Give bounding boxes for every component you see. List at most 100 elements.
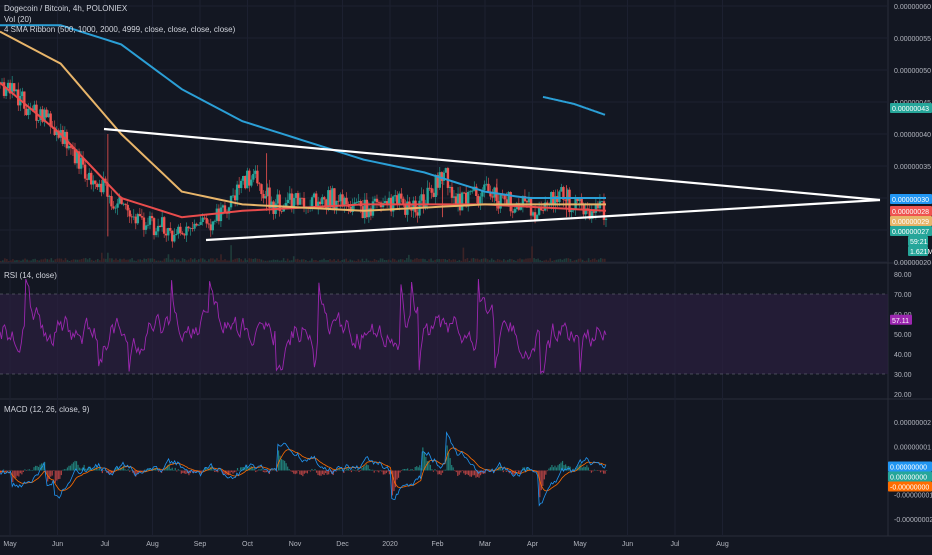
macd-histogram-bar (554, 465, 556, 471)
candle-body (592, 211, 596, 213)
candle-body (258, 183, 261, 185)
candle-body (430, 188, 433, 193)
macd-histogram-bar (135, 470, 137, 477)
macd-histogram-bar (481, 470, 483, 474)
macd-histogram-bar (434, 469, 436, 471)
macd-histogram-bar (340, 469, 342, 471)
macd-histogram-bar (520, 469, 523, 471)
rsi-pane-label[interactable]: RSI (14, close) (4, 271, 57, 280)
macd-histogram-bar (335, 470, 337, 472)
candle-body (150, 216, 154, 219)
volume-bar (353, 260, 356, 262)
macd-tag (888, 481, 932, 492)
volume-bar (214, 259, 216, 262)
macd-histogram-bar (235, 470, 237, 472)
macd-histogram-bar (527, 467, 529, 471)
candle-body (365, 199, 369, 218)
macd-histogram-bar (206, 467, 208, 471)
macd-histogram-bar (449, 458, 451, 471)
volume-bar (502, 259, 505, 262)
candle-body (394, 195, 397, 197)
candle-body (49, 113, 52, 127)
volume-bar (0, 260, 2, 262)
candle-body (351, 204, 354, 213)
macd-histogram-bar (233, 470, 236, 473)
volume-legend[interactable]: Vol (20) (4, 15, 32, 24)
macd-histogram-bar (385, 470, 387, 474)
candle-body (146, 224, 150, 226)
volume-bar (216, 258, 218, 262)
macd-histogram-bar (347, 468, 350, 471)
symbol-legend[interactable]: Dogecoin / Bitcoin, 4h, POLONIEX (4, 4, 128, 13)
volume-bar (458, 259, 461, 262)
candle-body (531, 212, 535, 216)
volume-bar (111, 258, 113, 262)
candle-body (325, 199, 328, 209)
candle-body (477, 195, 480, 204)
macd-histogram-bar (586, 465, 588, 471)
volume-bar (50, 258, 53, 262)
macd-histogram-bar (379, 469, 381, 471)
x-tick-label: Jul (671, 541, 680, 548)
candle-body (505, 199, 508, 205)
macd-histogram-bar (592, 470, 594, 472)
ribbon-legend[interactable]: 4 SMA Ribbon (500, 1000, 2000, 4999, clo… (4, 25, 236, 34)
macd-tick-label: 0.00000002 (894, 420, 931, 427)
volume-bar (363, 260, 366, 262)
volume-bar (68, 260, 71, 262)
candle-body (179, 226, 182, 233)
volume-bar (127, 259, 129, 262)
macd-histogram-bar (110, 470, 113, 474)
volume-bar (488, 260, 491, 262)
macd-histogram-bar (416, 466, 418, 471)
volume-bar (24, 258, 26, 262)
macd-histogram-bar (274, 469, 277, 471)
volume-bar (589, 260, 592, 262)
candle-body (110, 196, 113, 207)
volume-bar (323, 258, 325, 262)
macd-histogram-bar (51, 470, 53, 476)
macd-histogram-bar (85, 468, 87, 471)
candle-body (223, 205, 227, 213)
macd-histogram-bar (141, 470, 143, 472)
volume-bar (78, 259, 81, 262)
rsi-layer (0, 278, 888, 375)
candle-body (450, 186, 454, 198)
volume-bar (309, 260, 311, 262)
volume-bar (22, 259, 24, 262)
volume-bar (94, 259, 97, 262)
macd-histogram-bar (362, 466, 365, 471)
candle-body (98, 183, 101, 188)
macd-histogram-bar (552, 467, 555, 471)
candle-body (156, 225, 160, 232)
macd-histogram-bar (262, 470, 264, 472)
macd-histogram-bar (350, 470, 353, 473)
macd-pane-label[interactable]: MACD (12, 26, close, 9) (4, 405, 90, 414)
macd-histogram-bar (88, 466, 90, 471)
volume-bar (545, 259, 548, 262)
candle-body (6, 82, 10, 89)
volume-bar (80, 259, 83, 262)
macd-histogram-bar (198, 470, 201, 472)
macd-histogram-bar (82, 467, 84, 471)
volume-bar (171, 259, 174, 262)
macd-histogram-bar (168, 464, 170, 471)
candle-body (207, 223, 210, 225)
candle-body (507, 192, 510, 205)
volume-bar (531, 246, 533, 262)
volume-bar (119, 258, 121, 262)
volume-bar (179, 260, 182, 262)
volume-bar (254, 258, 257, 262)
volume-bar (177, 259, 180, 262)
volume-bar (539, 260, 541, 262)
volume-bar (523, 259, 525, 262)
volume-bar (434, 259, 436, 262)
macd-histogram-bar (423, 451, 425, 471)
volume-bar (573, 260, 576, 262)
x-tick-label: Sep (194, 541, 207, 548)
volume-bar (151, 258, 154, 262)
candle-body (519, 206, 523, 210)
rsi-tick-label: 30.00 (894, 372, 912, 379)
